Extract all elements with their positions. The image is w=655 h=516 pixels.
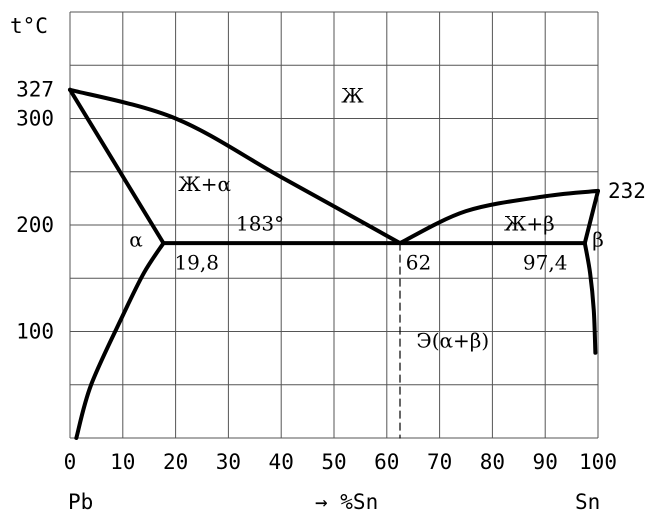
phase-boundary-line (68, 87, 166, 246)
x-tick-label: 40 (269, 450, 294, 474)
phase-curves (68, 87, 600, 440)
phase-boundary-line (398, 188, 600, 246)
annotation-label: Ж (341, 84, 364, 108)
tick-labels: 0 10 20 30 40 50 60 70 80 90 100 100 200 300 327 232 (16, 78, 646, 474)
x-end-label-right: Sn (575, 490, 600, 514)
y-axis-label: t°C (10, 14, 48, 38)
annotation-label: β (592, 227, 604, 251)
x-tick-label: 100 (579, 450, 617, 474)
phase-boundary-line (582, 241, 598, 355)
y-tick-label: 300 (16, 107, 54, 131)
annotation-label: 183° (236, 211, 284, 235)
x-tick-label: 90 (533, 450, 558, 474)
y-tick-label: 200 (16, 213, 54, 237)
x-end-label-left: Pb (68, 490, 93, 514)
x-tick-label: 20 (163, 450, 188, 474)
x-tick-label: 10 (110, 450, 135, 474)
annotation-label: 62 (406, 251, 431, 275)
x-axis-label: → %Sn (315, 490, 378, 514)
annotation-label: Ж+β (504, 211, 555, 235)
annotation-label: 19,8 (174, 251, 219, 275)
y-tick-label: 100 (16, 320, 54, 344)
x-tick-label: 0 (64, 450, 77, 474)
phase-boundary-line (582, 188, 600, 246)
x-tick-label: 80 (480, 450, 505, 474)
annotation-label: Ж+α (178, 172, 231, 196)
point-label: 327 (16, 78, 54, 102)
x-tick-label: 60 (374, 450, 399, 474)
x-tick-label: 50 (321, 450, 346, 474)
x-tick-label: 70 (427, 450, 452, 474)
grid (69, 11, 599, 439)
annotation-label: α (129, 227, 143, 251)
annotation-label: 97,4 (523, 251, 568, 275)
x-tick-label: 30 (216, 450, 241, 474)
point-label: 232 (608, 179, 646, 203)
phase-boundary-line (68, 87, 402, 246)
phase-boundary-line (74, 241, 166, 440)
annotation-label: Э(α+β) (416, 328, 489, 352)
